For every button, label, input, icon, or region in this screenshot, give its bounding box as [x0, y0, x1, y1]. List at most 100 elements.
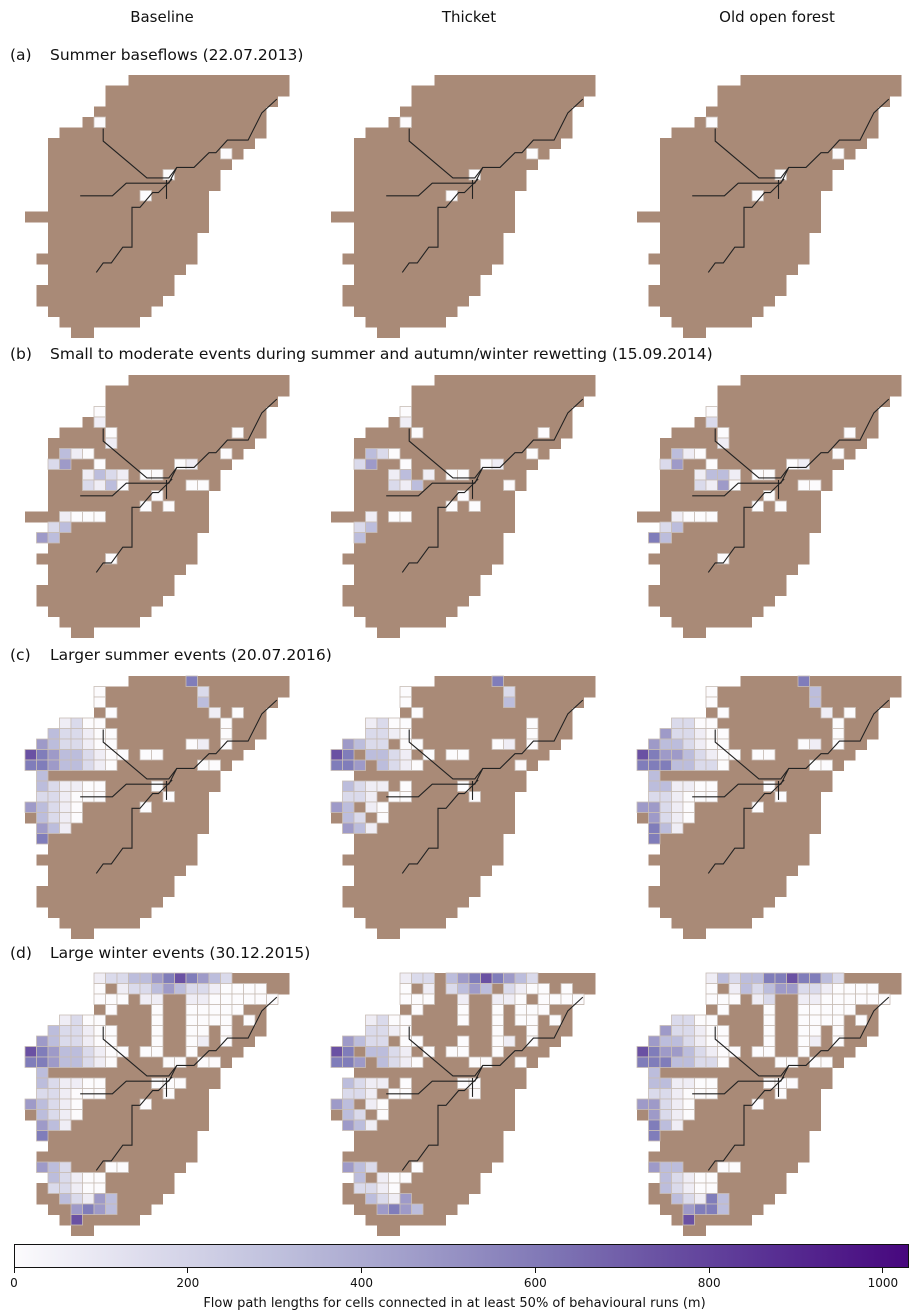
connected-cell [526, 448, 539, 460]
connected-cell [399, 749, 412, 761]
catchment-row [354, 760, 538, 771]
stream-line [386, 996, 584, 1095]
connected-cell [751, 500, 764, 512]
catchment-row [660, 1120, 821, 1131]
catchment-row [671, 127, 879, 139]
connected-cell [185, 738, 198, 750]
connected-cell [139, 972, 152, 984]
connected-cell [70, 1025, 83, 1037]
catchment-row [48, 606, 152, 617]
connected-cell [537, 427, 550, 439]
connected-cell [694, 759, 707, 771]
connected-cell [82, 1056, 95, 1068]
catchment-row [354, 1099, 515, 1110]
connected-cell [659, 1056, 672, 1068]
connected-cell [365, 738, 378, 750]
connected-cell [376, 1046, 389, 1058]
connected-cell [197, 696, 210, 708]
catchment-row [411, 385, 596, 397]
connected-cell [162, 500, 175, 512]
connected-cell [694, 469, 707, 481]
colorbar-tick [882, 1268, 884, 1273]
connected-cell [342, 759, 355, 771]
catchment-row [48, 865, 186, 876]
connected-cell [717, 759, 730, 771]
connected-cell [843, 983, 856, 995]
connected-cell [503, 686, 516, 698]
catchment-row [36, 253, 198, 265]
connected-cell [457, 972, 470, 984]
connected-cell [70, 1098, 83, 1110]
connected-cell [388, 1056, 401, 1068]
stream-line [95, 478, 173, 573]
connected-cell [682, 749, 695, 761]
connected-cell [70, 1046, 83, 1058]
connected-cell [751, 972, 764, 984]
connected-cell [162, 972, 175, 984]
connected-cell [503, 993, 516, 1005]
connected-cell [151, 469, 164, 481]
connected-cell [105, 1203, 118, 1215]
connected-cell [365, 458, 378, 470]
catchment-row [48, 148, 244, 160]
connected-cell [648, 1035, 661, 1047]
connected-cell [82, 1035, 95, 1047]
connected-cell [342, 749, 355, 761]
connected-cell [36, 801, 49, 813]
connected-cell [705, 479, 718, 491]
connected-cell [659, 521, 672, 533]
connected-cell [514, 759, 527, 771]
connected-cell [843, 1004, 856, 1016]
connected-cell [549, 1014, 562, 1026]
catchment-row [105, 96, 278, 107]
connected-cell [648, 1077, 661, 1089]
connected-cell [659, 1182, 672, 1194]
catchment-row [342, 854, 504, 866]
connected-cell [93, 469, 106, 481]
connected-cell [671, 759, 684, 771]
connected-cell [151, 983, 164, 995]
connected-cell [82, 1077, 95, 1089]
connected-cell [36, 822, 49, 834]
connected-cell [728, 469, 741, 481]
connected-cell [353, 738, 366, 750]
connected-cell [330, 749, 343, 761]
catchment-row [354, 459, 538, 470]
catchment-row [48, 469, 221, 481]
connected-cell [705, 511, 718, 523]
stream-line [95, 178, 173, 273]
row-label-d: (d) [10, 944, 32, 962]
connected-cell [185, 1046, 198, 1058]
connected-cell [105, 1193, 118, 1205]
catchment-row [706, 406, 879, 418]
connected-cell [353, 791, 366, 803]
connected-cell [116, 469, 129, 481]
colorbar-tick [361, 1268, 363, 1273]
connected-cell [809, 1025, 822, 1037]
connected-cell [93, 1014, 106, 1026]
connected-cell [151, 1035, 164, 1047]
connected-cell [220, 717, 233, 729]
catchment-row [354, 606, 458, 617]
connected-cell [549, 993, 562, 1005]
connected-cell [47, 728, 60, 740]
stream-line [102, 128, 178, 179]
connected-cell [820, 993, 833, 1005]
catchment-row [671, 316, 752, 328]
connected-cell [832, 1014, 845, 1026]
catchment-row [48, 448, 244, 460]
connected-cell [70, 759, 83, 771]
stream-line [408, 128, 484, 179]
connected-cell [59, 521, 72, 533]
connected-cell [36, 1077, 49, 1089]
connected-cell [70, 1193, 83, 1205]
catchment-row [354, 532, 504, 544]
stream-line [714, 729, 790, 780]
connected-cell [388, 759, 401, 771]
connected-cell [526, 972, 539, 984]
catchment-map-b-thicket [331, 375, 596, 638]
catchment-row [660, 274, 787, 286]
connected-cell [411, 479, 424, 491]
connected-cell [751, 1046, 764, 1058]
connected-cell [59, 1182, 72, 1194]
